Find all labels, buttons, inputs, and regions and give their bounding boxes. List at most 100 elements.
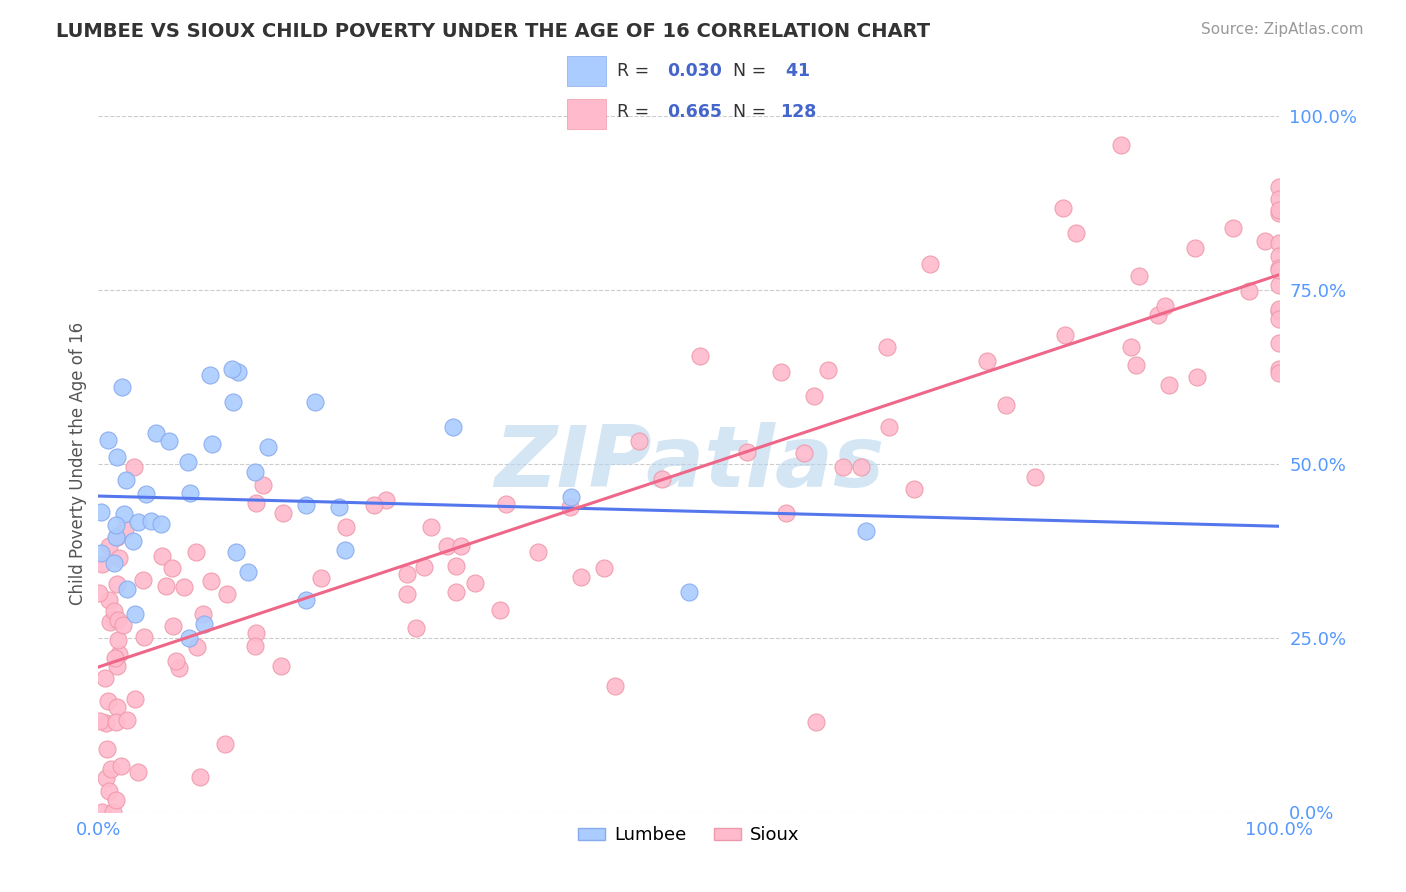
Point [173, 580, 195, 594]
Point [188, 770, 211, 784]
Text: 0.665: 0.665 [668, 103, 723, 121]
Point [200, 574, 222, 588]
Point [111, 380, 134, 394]
Point [271, 506, 294, 520]
Point [1268, 249, 1291, 263]
Point [103, 604, 125, 618]
Point [1268, 263, 1291, 277]
Point [169, 661, 191, 675]
Point [98, 615, 121, 629]
Point [1268, 277, 1291, 292]
Point [396, 567, 419, 582]
Text: R =: R = [617, 103, 655, 121]
Point [150, 549, 173, 563]
Point [97, 433, 120, 447]
Point [257, 440, 280, 454]
Point [1268, 361, 1291, 376]
Point [1254, 235, 1277, 249]
Point [876, 341, 898, 355]
Point [450, 539, 472, 553]
Point [1128, 268, 1150, 283]
Point [94, 771, 117, 785]
Point [191, 607, 214, 622]
Text: 128: 128 [780, 103, 815, 121]
Point [304, 395, 326, 409]
Point [105, 577, 128, 591]
FancyBboxPatch shape [567, 99, 606, 129]
Point [270, 658, 292, 673]
Point [111, 618, 134, 632]
Text: ZIPatlas: ZIPatlas [494, 422, 884, 506]
Point [1053, 328, 1076, 343]
Point [186, 640, 208, 655]
Point [90, 557, 112, 571]
Point [1268, 206, 1291, 220]
Point [132, 630, 155, 644]
Point [877, 419, 900, 434]
Point [222, 394, 245, 409]
Point [105, 530, 128, 544]
Text: 0.030: 0.030 [668, 62, 723, 79]
Point [793, 446, 815, 460]
Point [1064, 226, 1087, 240]
Point [124, 692, 146, 706]
Text: Source: ZipAtlas.com: Source: ZipAtlas.com [1201, 22, 1364, 37]
Point [1119, 339, 1142, 353]
Point [569, 570, 592, 584]
Point [103, 556, 125, 570]
Point [105, 700, 128, 714]
Point [560, 490, 582, 504]
Point [107, 450, 129, 464]
Point [104, 793, 127, 807]
Point [920, 257, 942, 271]
Point [245, 496, 267, 510]
FancyBboxPatch shape [567, 56, 606, 86]
Point [1109, 137, 1132, 152]
Point [94, 671, 117, 685]
Point [94, 715, 117, 730]
Point [420, 520, 443, 534]
Point [689, 349, 711, 363]
Point [108, 647, 131, 661]
Point [225, 545, 247, 559]
Point [198, 368, 221, 383]
Point [101, 805, 124, 819]
Point [105, 517, 128, 532]
Point [1125, 358, 1147, 372]
Point [405, 621, 427, 635]
Point [89, 586, 111, 600]
Point [157, 434, 180, 449]
Point [375, 493, 398, 508]
Point [1268, 302, 1291, 317]
Point [333, 542, 356, 557]
Point [627, 434, 650, 449]
Point [115, 582, 138, 597]
Point [105, 530, 128, 544]
Point [149, 516, 172, 531]
Point [1268, 312, 1291, 326]
Point [145, 425, 167, 440]
Point [1268, 335, 1291, 350]
Point [1024, 470, 1046, 484]
Point [217, 587, 239, 601]
Point [112, 507, 135, 521]
Point [817, 363, 839, 377]
Point [104, 651, 127, 665]
Point [1222, 221, 1244, 235]
Point [295, 498, 318, 512]
Point [97, 694, 120, 708]
Point [436, 539, 458, 553]
Point [1185, 370, 1208, 384]
Point [98, 593, 121, 607]
Point [90, 505, 112, 519]
Point [243, 466, 266, 480]
Point [1268, 366, 1291, 380]
Point [803, 388, 825, 402]
Point [444, 584, 467, 599]
Point [127, 765, 149, 780]
Point [135, 487, 157, 501]
Point [96, 742, 118, 756]
Point [214, 737, 236, 751]
Point [295, 593, 318, 607]
Point [179, 485, 201, 500]
